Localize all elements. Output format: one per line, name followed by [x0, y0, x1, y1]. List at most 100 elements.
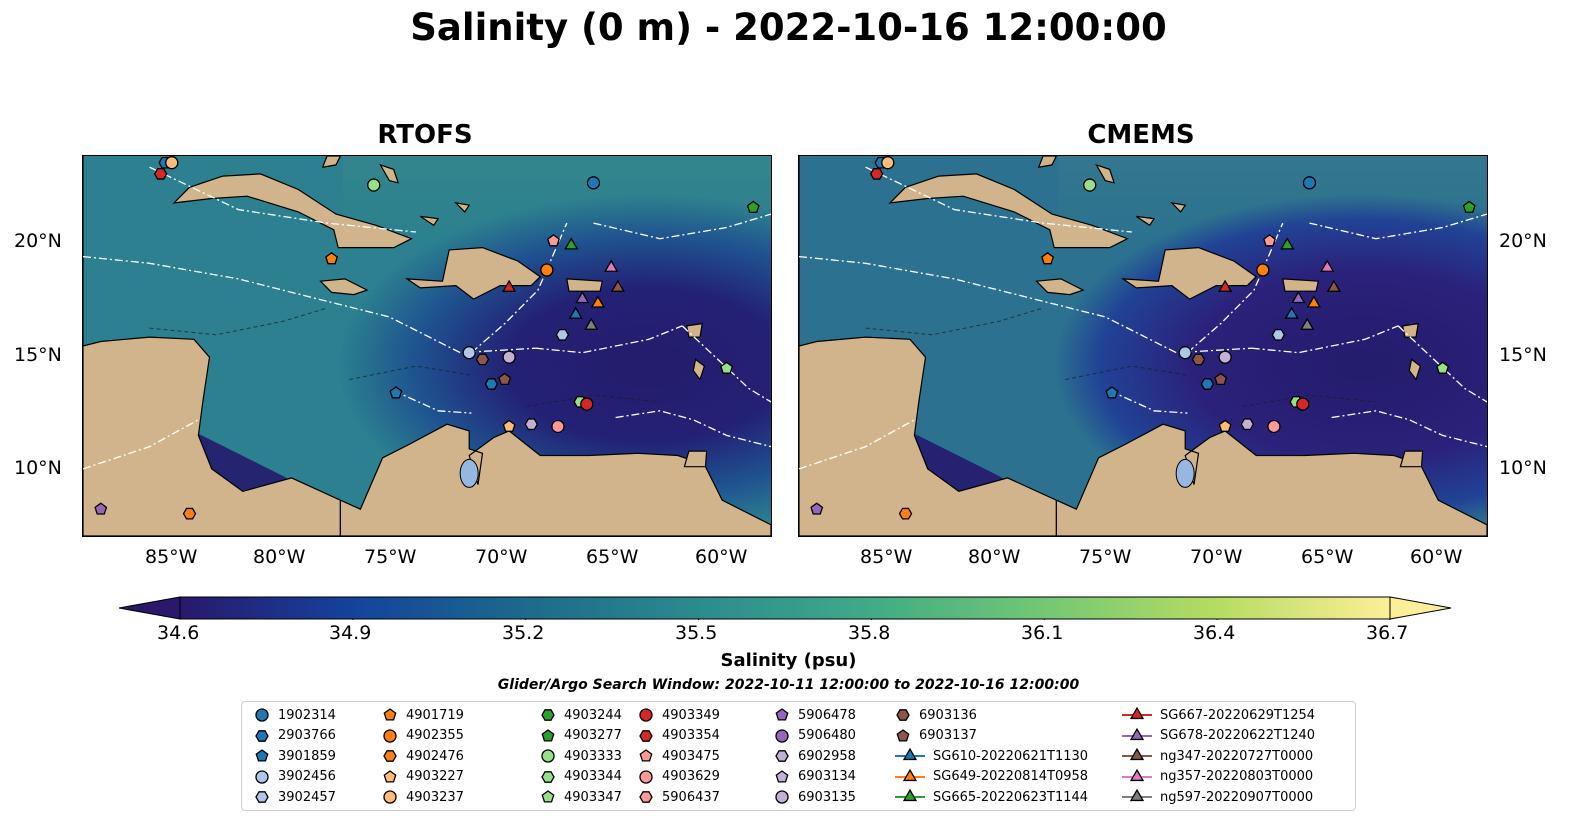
landmass [799, 156, 1057, 536]
observation-marker [367, 178, 381, 192]
legend-marker [541, 790, 555, 803]
landmass [83, 156, 341, 536]
legend-item: 4903277 [540, 726, 622, 746]
observation-marker [720, 361, 734, 374]
legend-item: 5906478 [774, 705, 856, 725]
legend-label: 3901859 [278, 748, 336, 764]
legend-item: 4903344 [540, 767, 622, 787]
legend-marker [1129, 727, 1145, 740]
salinity-map [799, 156, 1487, 536]
legend-label: 3902456 [278, 769, 336, 784]
observation-marker [1105, 386, 1119, 399]
observation-marker [1214, 372, 1228, 386]
legend-marker-icon [255, 769, 269, 784]
legend-label: SG665-20220623T1144 [933, 789, 1089, 805]
landmass [454, 201, 471, 213]
legend-marker [775, 790, 789, 804]
observation-marker [898, 507, 913, 520]
legend-marker [896, 709, 910, 721]
colorbar-tick: 34.9 [329, 622, 372, 644]
observation-marker [1256, 263, 1270, 277]
observation-marker [325, 252, 339, 265]
legend-item: ng597-20220907T0000 [1122, 787, 1313, 807]
legend-marker [541, 749, 555, 763]
lat-label-left: 15°N [14, 344, 62, 366]
legend-item: SG667-20220629T1254 [1122, 705, 1315, 725]
legend-label: SG678-20220622T1240 [1160, 728, 1316, 743]
legend-label: 4903347 [564, 789, 622, 805]
landmass [321, 156, 342, 168]
observation-marker [586, 176, 601, 190]
observation-marker [540, 263, 554, 277]
landmass [339, 423, 771, 536]
map-panel-cmems [798, 155, 1488, 537]
legend-label: 4903349 [662, 707, 720, 723]
legend-item: 6903136 [895, 705, 977, 725]
landmass [319, 278, 369, 296]
legend-marker-icon [775, 769, 789, 782]
legend-marker-icon [775, 728, 789, 743]
legend-label: 4903475 [662, 748, 720, 764]
lat-label-left: 10°N [14, 457, 62, 479]
lat-label-right: 10°N [1499, 457, 1547, 479]
legend-label: ng357-20220803T0000 [1160, 769, 1314, 784]
legend-marker [1129, 707, 1145, 720]
observation-marker [881, 156, 895, 170]
lon-label: 80°W [968, 546, 1021, 568]
colorbar-label: Salinity (psu) [720, 650, 857, 671]
legend-marker-icon [639, 791, 653, 803]
legend-label: 6902958 [798, 748, 856, 764]
lon-label: 85°W [860, 546, 913, 568]
legend-marker [383, 769, 397, 782]
observation-marker [1436, 361, 1450, 374]
observation-marker [1300, 317, 1315, 330]
landmass [683, 450, 708, 468]
landmass [1399, 450, 1424, 468]
legend-marker [541, 728, 555, 741]
legend-item: 4903354 [638, 726, 720, 746]
search-window-caption: Glider/Argo Search Window: 2022-10-11 12… [497, 677, 1080, 693]
lat-label-right: 15°N [1499, 344, 1547, 366]
panel-title-cmems: CMEMS [1087, 120, 1195, 150]
landmass [692, 358, 706, 381]
observation-marker [182, 507, 197, 520]
observation-marker [1291, 290, 1306, 304]
observation-marker [555, 328, 570, 341]
legend-item: ng347-20220727T0000 [1122, 746, 1313, 766]
landmass [419, 215, 440, 227]
legend-item: SG610-20220621T1130 [895, 746, 1088, 766]
legend-item: 3902457 [254, 787, 336, 807]
colorbar-tick: 35.8 [848, 622, 891, 644]
observation-marker [165, 156, 179, 170]
lon-label: 75°W [364, 546, 417, 568]
observation-marker [498, 372, 512, 386]
landmass [1095, 163, 1116, 184]
legend-item: ng357-20220803T0000 [1122, 767, 1313, 787]
salinity-colorbar [118, 596, 1452, 620]
observation-marker [810, 502, 824, 515]
legend-label: 4903227 [406, 769, 464, 784]
landmass [888, 173, 1129, 249]
legend-marker [775, 708, 789, 721]
legend-marker [896, 728, 910, 741]
legend-item: 4903333 [540, 746, 622, 766]
legend-marker [639, 749, 653, 762]
legend-label: 4903354 [662, 728, 720, 743]
lon-label: 70°W [1190, 546, 1243, 568]
legend-item: 4903629 [638, 767, 720, 787]
salinity-map [83, 156, 771, 536]
lon-label: 80°W [253, 546, 306, 568]
legend-label: 6903136 [919, 707, 977, 723]
observation-marker [502, 419, 516, 432]
legend-marker [383, 728, 397, 743]
observation-marker [1320, 259, 1335, 272]
legend-marker-icon [1122, 748, 1152, 761]
legend-marker-icon [541, 709, 555, 721]
legend-item: 6903135 [774, 787, 856, 807]
landmass [1120, 246, 1258, 300]
legend-marker-icon [1122, 768, 1152, 781]
legend-marker [255, 749, 269, 762]
lon-label: 60°W [695, 546, 748, 568]
legend-marker-icon [383, 728, 397, 743]
legend-label: 4903344 [564, 769, 622, 784]
